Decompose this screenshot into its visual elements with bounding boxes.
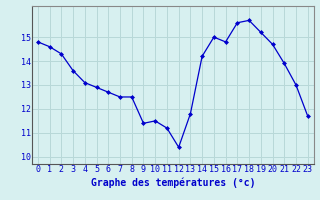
X-axis label: Graphe des températures (°c): Graphe des températures (°c) (91, 177, 255, 188)
